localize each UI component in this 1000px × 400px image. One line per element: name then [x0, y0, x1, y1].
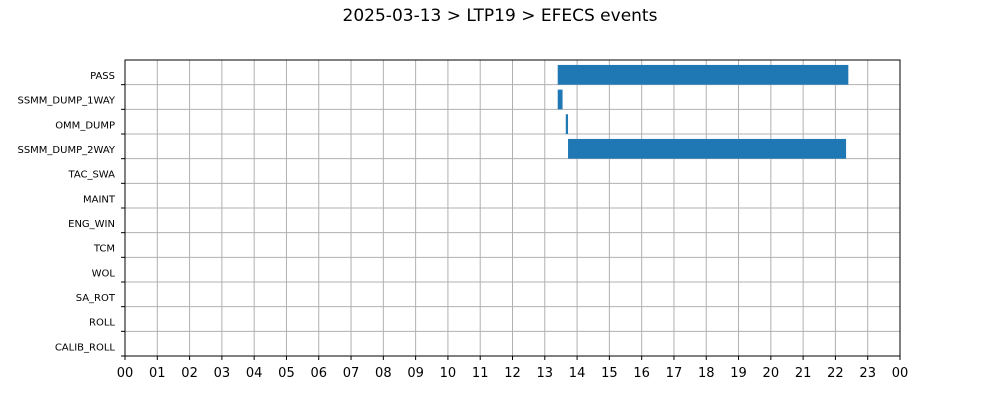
y-tick-label-calib-roll: CALIB_ROLL [55, 342, 116, 353]
y-tick-label-omm-dump: OMM_DUMP [55, 120, 115, 131]
x-tick-label: 00 [117, 366, 134, 381]
x-tick-label: 09 [407, 366, 424, 381]
x-tick-label: 20 [763, 366, 780, 381]
x-tick-label: 21 [795, 366, 812, 381]
event-bar-omm-dump [565, 114, 569, 134]
x-tick-label: 03 [214, 366, 231, 381]
event-bar-ssmm-dump-1way [557, 89, 563, 110]
y-tick-label-sa-rot: SA_ROT [76, 293, 116, 304]
event-bar-ssmm-dump-2way [568, 138, 847, 159]
x-tick-label: 00 [892, 366, 909, 381]
x-tick-label: 11 [472, 366, 489, 381]
x-tick-label: 19 [730, 366, 747, 381]
x-tick-label: 04 [246, 366, 263, 381]
x-tick-label: 05 [278, 366, 295, 381]
x-tick-label: 23 [859, 366, 876, 381]
x-tick-label: 13 [537, 366, 554, 381]
y-tick-label-tac-swa: TAC_SWA [67, 170, 115, 181]
x-tick-label: 15 [601, 366, 618, 381]
y-tick-label-eng-win: ENG_WIN [68, 219, 115, 230]
y-tick-label-ssmm-dump-1way: SSMM_DUMP_1WAY [17, 96, 115, 107]
x-tick-label: 12 [504, 366, 521, 381]
y-tick-label-maint: MAINT [83, 194, 116, 205]
y-tick-label-roll: ROLL [89, 318, 115, 329]
y-tick-label-wol: WOL [92, 268, 116, 279]
x-tick-label: 02 [181, 366, 198, 381]
x-tick-label: 14 [569, 366, 586, 381]
x-tick-label: 06 [310, 366, 327, 381]
chart-title: 2025-03-13 > LTP19 > EFECS events [342, 6, 658, 26]
y-tick-label-tcm: TCM [93, 244, 115, 255]
x-tick-label: 22 [827, 366, 844, 381]
x-tick-label: 17 [666, 366, 683, 381]
x-tick-label: 10 [440, 366, 457, 381]
x-tick-label: 01 [149, 366, 166, 381]
x-tick-label: 16 [633, 366, 650, 381]
y-tick-label-ssmm-dump-2way: SSMM_DUMP_2WAY [17, 145, 115, 156]
x-tick-label: 18 [698, 366, 715, 381]
x-tick-label: 07 [343, 366, 360, 381]
y-tick-label-pass: PASS [90, 71, 115, 82]
x-tick-label: 08 [375, 366, 392, 381]
event-bar-pass [557, 64, 849, 85]
